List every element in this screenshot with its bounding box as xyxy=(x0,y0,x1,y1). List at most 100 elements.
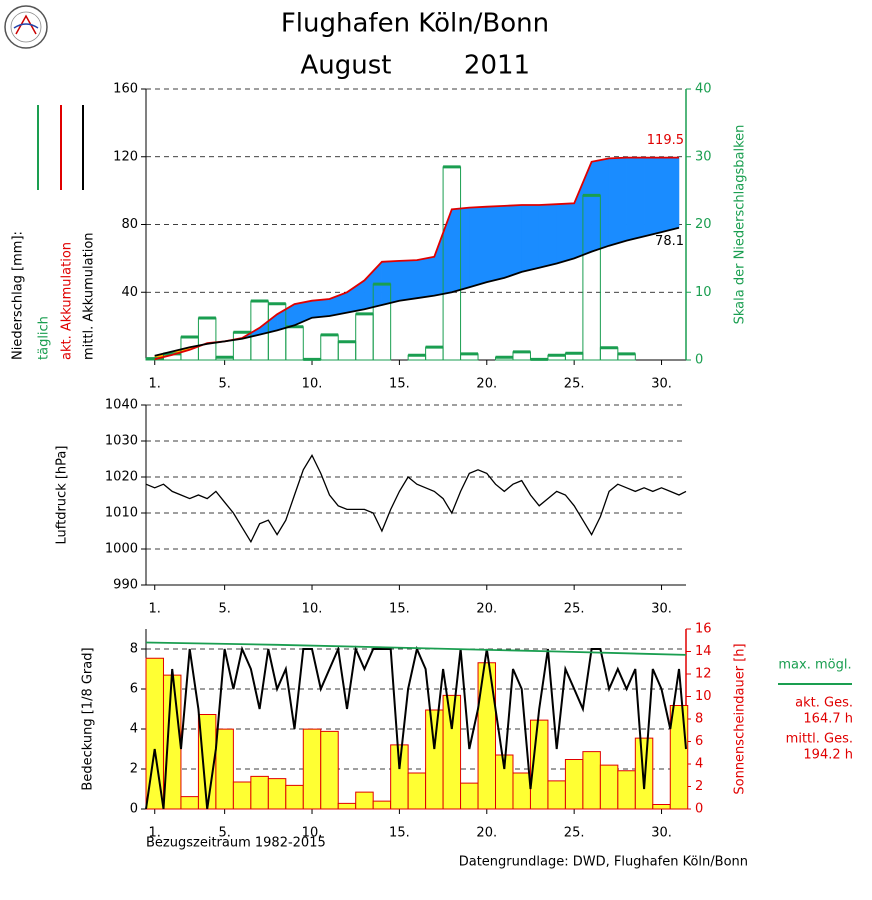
x-tick-label: 1. xyxy=(149,377,161,392)
legend-label: max. mögl. xyxy=(778,658,851,673)
difference-fill xyxy=(661,157,680,233)
difference-fill xyxy=(626,157,645,241)
bar xyxy=(617,770,636,810)
bar xyxy=(372,800,392,810)
logo xyxy=(4,5,48,49)
y2-tick-label: 40 xyxy=(695,82,712,97)
bar xyxy=(669,705,689,810)
y-tick-label: 1030 xyxy=(105,434,138,449)
y-tick-label: 1040 xyxy=(105,398,138,413)
y2-axis-label: Skala der Niederschlagsbalken xyxy=(733,125,748,325)
x-tick-label: 20. xyxy=(476,377,497,392)
difference-fill xyxy=(608,157,627,247)
bar xyxy=(477,662,497,810)
difference-fill xyxy=(643,157,662,237)
difference-fill xyxy=(346,279,365,313)
total-value: 164.7 h xyxy=(803,712,853,727)
x-tick-label: 15. xyxy=(389,826,410,841)
difference-fill xyxy=(504,204,522,279)
bar xyxy=(250,775,269,810)
y2-tick-label: 2 xyxy=(695,779,703,794)
bar xyxy=(442,694,462,810)
annotation: 78.1 xyxy=(655,234,684,249)
y2-tick-label: 20 xyxy=(695,217,712,232)
bar xyxy=(180,796,199,810)
x-tick-label: 1. xyxy=(149,826,161,841)
y2-axis-label: Sonnenscheindauer [h] xyxy=(733,643,748,794)
reference-note: Bezugszeitraum 1982-2015 xyxy=(146,836,326,851)
bar xyxy=(564,759,584,810)
bar xyxy=(355,791,374,810)
difference-fill xyxy=(538,203,557,269)
x-tick-label: 25. xyxy=(564,826,585,841)
y-tick-label: 160 xyxy=(113,82,138,97)
y-axis-label: Bedeckung [1/8 Grad] xyxy=(81,647,96,790)
y-axis-label: Niederschlag [mm]: xyxy=(11,231,26,360)
x-tick-label: 5. xyxy=(218,602,230,617)
y-tick-label: 990 xyxy=(113,578,138,593)
data-line xyxy=(145,641,687,656)
bar xyxy=(232,781,252,810)
x-tick-label: 30. xyxy=(651,826,672,841)
legend-label: mittl. Akkumulation xyxy=(82,232,97,360)
difference-fill xyxy=(556,203,575,264)
difference-fill xyxy=(486,205,505,283)
y2-tick-label: 0 xyxy=(695,353,703,368)
y-tick-label: 120 xyxy=(113,149,138,164)
difference-fill xyxy=(521,204,540,273)
bar xyxy=(337,341,357,361)
bar xyxy=(320,334,339,361)
source-note: Datengrundlage: DWD, Flughafen Köln/Bonn xyxy=(459,855,748,870)
x-tick-label: 20. xyxy=(476,826,497,841)
bar xyxy=(337,802,357,810)
bar xyxy=(407,772,427,810)
bar xyxy=(215,728,234,810)
bar xyxy=(512,772,531,810)
bar xyxy=(390,744,409,810)
bar xyxy=(285,784,304,810)
total-label: mittl. Ges. xyxy=(786,732,853,747)
legend-label: akt. Akkumulation xyxy=(60,242,75,360)
y2-tick-label: 8 xyxy=(695,712,703,727)
bar xyxy=(285,326,304,361)
bar xyxy=(197,317,217,361)
y-tick-label: 1000 xyxy=(105,542,138,557)
bar xyxy=(460,782,479,810)
x-tick-label: 10. xyxy=(302,377,323,392)
x-tick-label: 30. xyxy=(651,377,672,392)
bar xyxy=(599,764,619,810)
bar xyxy=(355,313,374,361)
y2-tick-label: 4 xyxy=(695,757,703,772)
x-tick-label: 5. xyxy=(218,826,230,841)
chart-subtitle: August xyxy=(301,51,392,81)
chart-title: Flughafen Köln/Bonn xyxy=(281,9,549,39)
x-tick-label: 15. xyxy=(389,377,410,392)
y-tick-label: 2 xyxy=(130,762,138,777)
bar xyxy=(425,346,444,361)
x-tick-label: 15. xyxy=(389,602,410,617)
x-tick-label: 20. xyxy=(476,602,497,617)
y-tick-label: 6 xyxy=(130,682,138,697)
bar xyxy=(267,778,287,810)
y-axis-label: Luftdruck [hPa] xyxy=(55,446,70,545)
y2-tick-label: 0 xyxy=(695,802,703,817)
difference-fill xyxy=(311,298,330,318)
bar xyxy=(425,709,444,810)
y-tick-label: 0 xyxy=(130,802,138,817)
x-tick-label: 30. xyxy=(651,602,672,617)
y-tick-label: 1020 xyxy=(105,470,138,485)
y2-tick-label: 30 xyxy=(695,149,712,164)
x-tick-label: 5. xyxy=(218,377,230,392)
x-tick-label: 1. xyxy=(149,602,161,617)
bar xyxy=(547,780,566,810)
difference-fill xyxy=(399,259,418,302)
bar xyxy=(634,737,654,810)
bar xyxy=(582,751,601,810)
x-tick-label: 10. xyxy=(302,826,323,841)
y2-tick-label: 10 xyxy=(695,285,712,300)
y-tick-label: 80 xyxy=(121,217,138,232)
bar xyxy=(302,728,322,810)
difference-fill xyxy=(469,206,488,288)
y2-tick-label: 12 xyxy=(695,667,712,682)
